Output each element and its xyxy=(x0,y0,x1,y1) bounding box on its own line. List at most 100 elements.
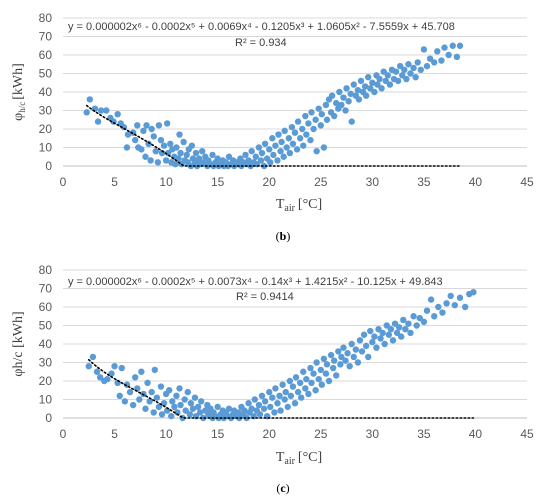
data-point xyxy=(391,320,399,327)
y-tick-label: 0 xyxy=(45,159,52,173)
x-tick-label: 20 xyxy=(263,427,277,441)
x-tick-label: 0 xyxy=(60,175,67,189)
data-point xyxy=(443,300,450,307)
data-point xyxy=(85,363,92,370)
data-point xyxy=(197,398,205,405)
data-point xyxy=(410,64,417,72)
data-point xyxy=(114,111,121,118)
data-point xyxy=(439,309,446,316)
data-point xyxy=(196,409,204,416)
data-point xyxy=(261,398,269,405)
data-point xyxy=(144,379,151,387)
data-point xyxy=(272,142,279,149)
data-point xyxy=(405,61,412,68)
data-point xyxy=(420,46,428,53)
data-point xyxy=(431,313,438,320)
x-tick-label: 20 xyxy=(263,175,277,189)
data-point xyxy=(152,148,159,155)
x-tick-label: 10 xyxy=(159,427,173,441)
data-point xyxy=(155,122,163,129)
data-point xyxy=(157,383,165,390)
data-point xyxy=(402,326,409,333)
data-point xyxy=(155,403,163,411)
data-point xyxy=(182,407,189,414)
data-point xyxy=(307,364,314,372)
data-point xyxy=(169,398,176,405)
data-point xyxy=(330,112,338,120)
data-point xyxy=(123,144,131,151)
data-point xyxy=(322,370,330,377)
data-point xyxy=(126,388,134,396)
data-point xyxy=(342,357,349,364)
data-point xyxy=(171,403,178,411)
panel-label-letter: c xyxy=(280,481,286,495)
data-point xyxy=(97,107,105,114)
data-point xyxy=(173,144,180,151)
y-tick-label: 20 xyxy=(39,374,53,388)
data-point xyxy=(441,44,448,51)
data-point xyxy=(296,135,304,142)
data-point xyxy=(308,109,315,116)
data-point xyxy=(307,136,314,144)
data-point xyxy=(192,149,200,157)
data-point xyxy=(177,149,184,157)
y-tick-label: 10 xyxy=(39,141,53,155)
data-point xyxy=(378,85,385,92)
trendline xyxy=(85,104,461,167)
data-point xyxy=(142,405,149,412)
panel-label-open: ( xyxy=(276,229,280,243)
data-point xyxy=(89,353,97,361)
x-tick-label: 15 xyxy=(211,175,225,189)
data-point xyxy=(310,125,317,133)
data-point xyxy=(348,340,355,348)
x-tick-label: 5 xyxy=(111,427,118,441)
data-point xyxy=(358,348,366,355)
x-axis-label-main: T xyxy=(276,450,285,465)
data-point xyxy=(303,131,310,138)
data-point xyxy=(147,157,154,164)
y-tick-label: 70 xyxy=(39,30,53,44)
x-tick-label: 45 xyxy=(520,427,534,441)
data-point xyxy=(270,151,277,159)
data-point xyxy=(214,403,221,411)
data-point xyxy=(333,99,340,107)
data-point xyxy=(362,92,370,99)
data-point xyxy=(396,62,404,70)
data-point xyxy=(200,159,207,166)
data-point xyxy=(266,388,273,396)
data-point xyxy=(195,155,203,162)
data-point xyxy=(345,98,352,105)
data-point xyxy=(291,129,299,136)
data-point xyxy=(317,366,324,374)
data-point xyxy=(381,340,388,348)
data-point xyxy=(158,411,166,418)
data-point xyxy=(399,72,406,79)
data-point xyxy=(252,153,260,160)
data-point xyxy=(279,381,286,388)
x-axis-label-main: T xyxy=(276,197,285,212)
data-point xyxy=(177,401,184,409)
data-point xyxy=(312,387,319,394)
y-axis-label-main: φh/c [kWh] xyxy=(11,311,26,376)
data-point xyxy=(317,122,324,129)
data-point xyxy=(194,403,202,411)
data-point xyxy=(209,151,216,159)
x-axis-label-sub: air xyxy=(284,456,295,467)
y-tick-label: 40 xyxy=(39,85,53,99)
trendline-r2: R² = 0.9414 xyxy=(236,291,294,303)
data-point xyxy=(281,127,288,135)
data-point xyxy=(166,387,173,394)
trendline-equation: y = 0.000002x⁶ - 0.0002x⁵ + 0.0069x⁴ - 0… xyxy=(68,21,455,33)
data-point xyxy=(333,372,340,379)
data-point xyxy=(276,392,283,399)
data-point xyxy=(257,157,265,164)
data-point xyxy=(94,118,102,125)
data-point xyxy=(369,79,376,86)
data-point xyxy=(389,337,397,344)
data-point xyxy=(302,112,309,120)
y-tick-label: 80 xyxy=(39,263,53,277)
data-point xyxy=(124,131,132,138)
data-point xyxy=(367,85,374,92)
data-point xyxy=(445,51,452,59)
data-point xyxy=(111,363,118,370)
